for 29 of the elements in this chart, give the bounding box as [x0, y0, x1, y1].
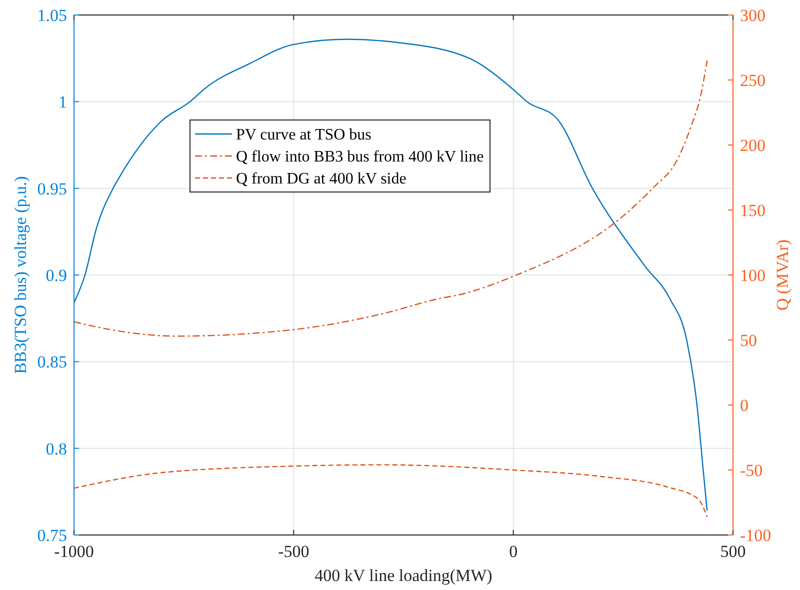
y2-tick-label: -50 — [740, 460, 763, 480]
x-tick-label: -1000 — [54, 542, 94, 561]
y-tick-label: 1 — [58, 92, 67, 112]
x-axis-title: 400 kV line loading(MW) — [314, 566, 492, 585]
y2-tick-label: 300 — [740, 6, 766, 25]
y2-tick-label: 100 — [740, 266, 766, 285]
y-tick-label: 0.75 — [37, 526, 67, 545]
x-tick-label: 500 — [720, 542, 746, 561]
y2-tick-label: 150 — [740, 200, 766, 220]
y-axis-title: BB3(TSO bus) voltage (p.u.) — [11, 176, 30, 374]
line-series — [73, 60, 708, 337]
y2-tick-label: 200 — [740, 136, 766, 155]
legend-label: Q flow into BB3 bus from 400 kV line — [236, 148, 484, 166]
line-series — [73, 464, 708, 518]
x-tick-label: -500 — [278, 542, 310, 561]
x-tick-label: 0 — [509, 542, 518, 561]
legend-label: PV curve at TSO bus — [236, 126, 372, 144]
y-tick-label: 0.95 — [37, 179, 67, 198]
y2-axis-title: Q (MVAr) — [773, 240, 792, 310]
y2-tick-label: 50 — [740, 330, 757, 350]
y2-tick-label: -100 — [740, 526, 772, 545]
y-tick-label: 0.85 — [37, 352, 67, 372]
y-tick-label: 0.9 — [46, 266, 67, 285]
line-series — [73, 38, 708, 512]
y-tick-label: 1.05 — [37, 6, 67, 25]
y-tick-label: 0.8 — [46, 439, 67, 458]
y2-tick-label: 250 — [740, 70, 766, 90]
legend-label: Q from DG at 400 kV side — [236, 170, 406, 188]
y2-tick-label: 0 — [740, 396, 748, 415]
